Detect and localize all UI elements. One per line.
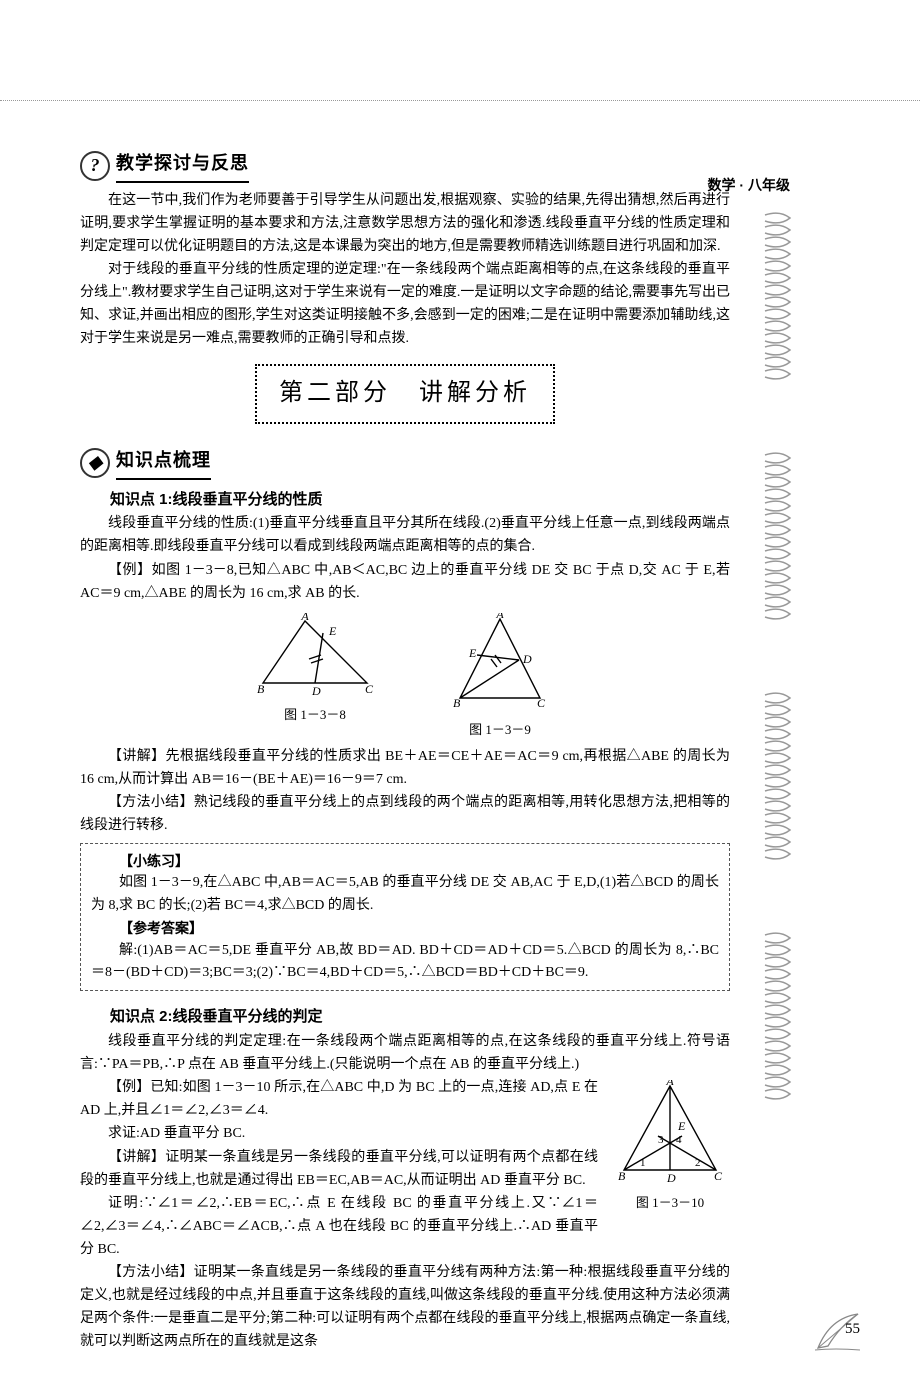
practice-question: 如图 1－3－9,在△ABC 中,AB＝AC＝5,AB 的垂直平分线 DE 交 … [91,872,719,917]
svg-text:D: D [522,652,532,666]
method-label: 【方法小结】 [108,795,194,810]
svg-text:C: C [365,682,374,696]
kp1-title: 知识点 1:线段垂直平分线的性质 [80,488,730,513]
practice-title: 【小练习】 [91,850,719,872]
kp2-title: 知识点 2:线段垂直平分线的判定 [80,1005,730,1030]
section-knowledge: ◆ 知识点梳理 [80,446,730,480]
figure-1-3-8: A E B D C 图 1－3－8 [245,613,385,741]
svg-text:1: 1 [640,1157,646,1169]
example-label: 【例】 [108,1080,150,1095]
example-text: 已知:如图 1－3－10 所示,在△ABC 中,D 为 BC 上的一点,连接 A… [80,1080,598,1118]
practice-box: 【小练习】 如图 1－3－9,在△ABC 中,AB＝AC＝5,AB 的垂直平分线… [80,843,730,991]
example-label: 【例】 [108,563,152,578]
kp2-method: 【方法小结】证明某一条直线是另一条线段的垂直平分线有两种方法:第一种:根据线段垂… [80,1261,730,1353]
fig-caption: 图 1－3－10 [610,1192,730,1213]
kp2-desc: 线段垂直平分线的判定定理:在一条线段两个端点距离相等的点,在这条线段的垂直平分线… [80,1030,730,1076]
svg-text:C: C [537,696,546,710]
section-teaching-discussion: ? 教学探讨与反思 [80,149,730,183]
example-text: 如图 1－3－8,已知△ABC 中,AB＜AC,BC 边上的垂直平分线 DE 交… [80,563,730,601]
discussion-p1: 在这一节中,我们作为老师要善于引导学生从问题出发,根据观察、实验的结果,先得出猜… [80,189,730,258]
diamond-icon: ◆ [80,448,110,478]
discussion-p2: 对于线段的垂直平分线的性质定理的逆定理:"在一条线段两个端点距离相等的点,在这条… [80,258,730,350]
svg-text:D: D [311,684,321,698]
svg-text:B: B [618,1169,626,1183]
explain-label: 【讲解】 [108,749,166,764]
svg-text:4: 4 [676,1134,682,1146]
svg-text:C: C [714,1169,723,1183]
kp1-desc: 线段垂直平分线的性质:(1)垂直平分线垂直且平分其所在线段.(2)垂直平分线上任… [80,512,730,558]
svg-text:B: B [257,682,265,696]
svg-text:E: E [328,624,337,638]
answer-title: 【参考答案】 [91,917,719,939]
svg-text:3: 3 [658,1134,664,1146]
figure-1-3-9: A E D B C 图 1－3－9 [435,613,565,741]
section-title: 知识点梳理 [116,446,211,480]
kp1-method: 【方法小结】熟记线段的垂直平分线上的点到线段的两个端点的距离相等,用转化思想方法… [80,791,730,837]
explain-text: 先根据线段垂直平分线的性质求出 BE＋AE＝CE＋AE＝AC＝9 cm,再根据△… [80,749,730,787]
figures-row: A E B D C 图 1－3－8 A E D B [80,613,730,741]
practice-answer: 解:(1)AB＝AC＝5,DE 垂直平分 AB,故 BD＝AD. BD＋CD＝A… [91,940,719,985]
svg-text:2: 2 [695,1157,701,1169]
fig-caption: 图 1－3－8 [245,704,385,725]
svg-text:A: A [665,1080,674,1088]
figure-1-3-10: A E 3 4 1 2 B D C 图 1－3－10 [610,1080,730,1213]
section-title: 教学探讨与反思 [116,149,249,183]
svg-text:E: E [468,646,477,660]
svg-text:A: A [495,613,504,621]
explain-label: 【讲解】 [108,1150,165,1165]
svg-text:E: E [677,1119,686,1133]
page-number: 55 [845,1321,860,1338]
part-title-box: 第二部分 讲解分析 [255,364,555,424]
proof-label: 证明: [108,1196,143,1211]
svg-text:D: D [666,1171,676,1185]
kp1-example: 【例】如图 1－3－8,已知△ABC 中,AB＜AC,BC 边上的垂直平分线 D… [80,559,730,605]
svg-text:A: A [300,613,309,623]
question-icon: ? [80,151,110,181]
method-label: 【方法小结】 [108,1265,194,1280]
svg-text:B: B [453,696,461,710]
proof-text: ∵∠1＝∠2,∴EB＝EC,∴点 E 在线段 BC 的垂直平分线上.又∵∠1＝∠… [80,1196,598,1257]
kp1-explain: 【讲解】先根据线段垂直平分线的性质求出 BE＋AE＝CE＋AE＝AC＝9 cm,… [80,745,730,791]
fig-caption: 图 1－3－9 [435,719,565,740]
